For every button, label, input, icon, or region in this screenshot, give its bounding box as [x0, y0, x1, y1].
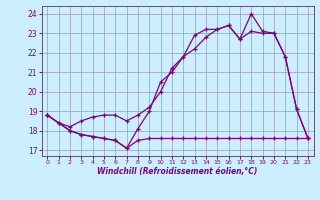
- X-axis label: Windchill (Refroidissement éolien,°C): Windchill (Refroidissement éolien,°C): [97, 167, 258, 176]
